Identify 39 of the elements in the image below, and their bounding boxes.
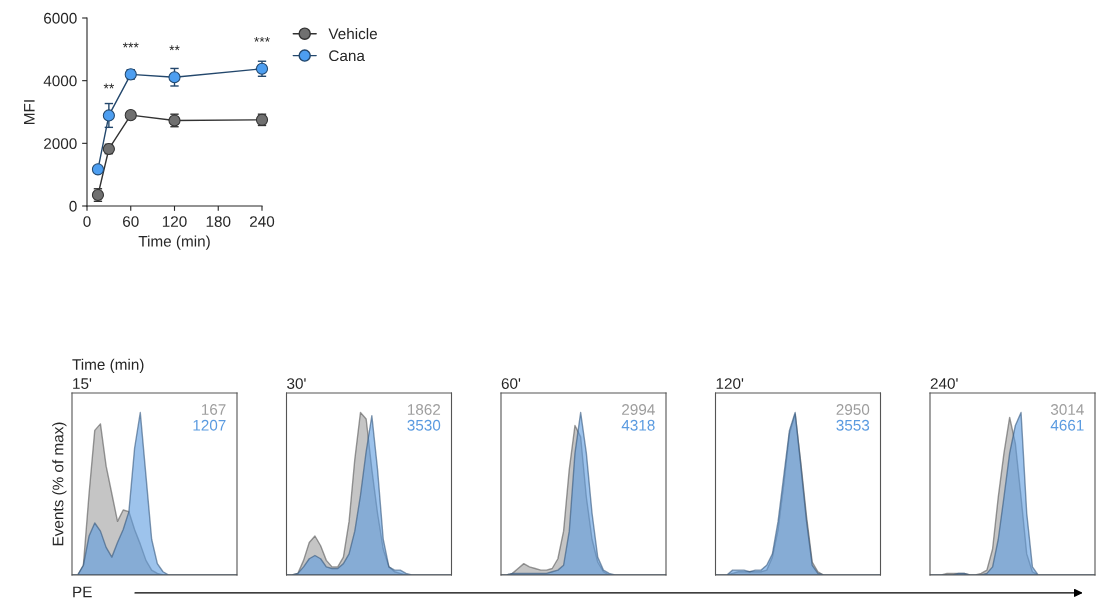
x-tick-label: 240 <box>250 216 275 227</box>
point <box>91 163 105 176</box>
text: 4318 <box>621 419 655 431</box>
y-axis-title: MFI <box>24 100 35 124</box>
text: 167 <box>201 404 226 415</box>
chart-title: 15' <box>73 378 92 389</box>
annotation: ** <box>103 83 115 89</box>
y-tick-label: 6000 <box>44 12 77 24</box>
point <box>102 109 115 122</box>
text: 3014 <box>1050 404 1084 415</box>
y-tick-label: 0 <box>69 200 77 212</box>
legend-label: Vehicle <box>328 27 377 40</box>
x-tick-label: 0 <box>83 216 91 227</box>
y-tick-label: 4000 <box>43 75 77 87</box>
chart-title: 30' <box>287 378 306 389</box>
annotation: *** <box>254 36 270 42</box>
x-axis-title: Time (min) <box>138 235 210 250</box>
point <box>168 71 181 84</box>
text: 2994 <box>622 404 655 415</box>
chart-title: 240' <box>930 378 958 389</box>
legend-label: Cana <box>329 50 365 62</box>
text: 1207 <box>193 419 226 431</box>
x-tick-label: 60 <box>123 216 139 227</box>
chart-title: 60' <box>501 378 521 389</box>
text: 3553 <box>836 419 870 431</box>
y-axis-title: Events (% of max) <box>52 422 67 546</box>
text: Time (min) <box>72 358 144 373</box>
y-tick-label: 2000 <box>44 138 77 150</box>
text: 1862 <box>407 404 441 415</box>
annotation: *** <box>122 42 139 48</box>
text: 3530 <box>407 419 441 431</box>
x-tick-label: 120 <box>162 216 187 227</box>
text: 2950 <box>836 404 870 415</box>
x-tick-label: 180 <box>206 216 231 227</box>
chart-title: 120' <box>716 378 744 389</box>
annotation: ** <box>169 45 180 51</box>
series-label: 4661 <box>1050 419 1084 431</box>
x-axis-title: PE <box>73 586 92 598</box>
point <box>124 109 137 122</box>
